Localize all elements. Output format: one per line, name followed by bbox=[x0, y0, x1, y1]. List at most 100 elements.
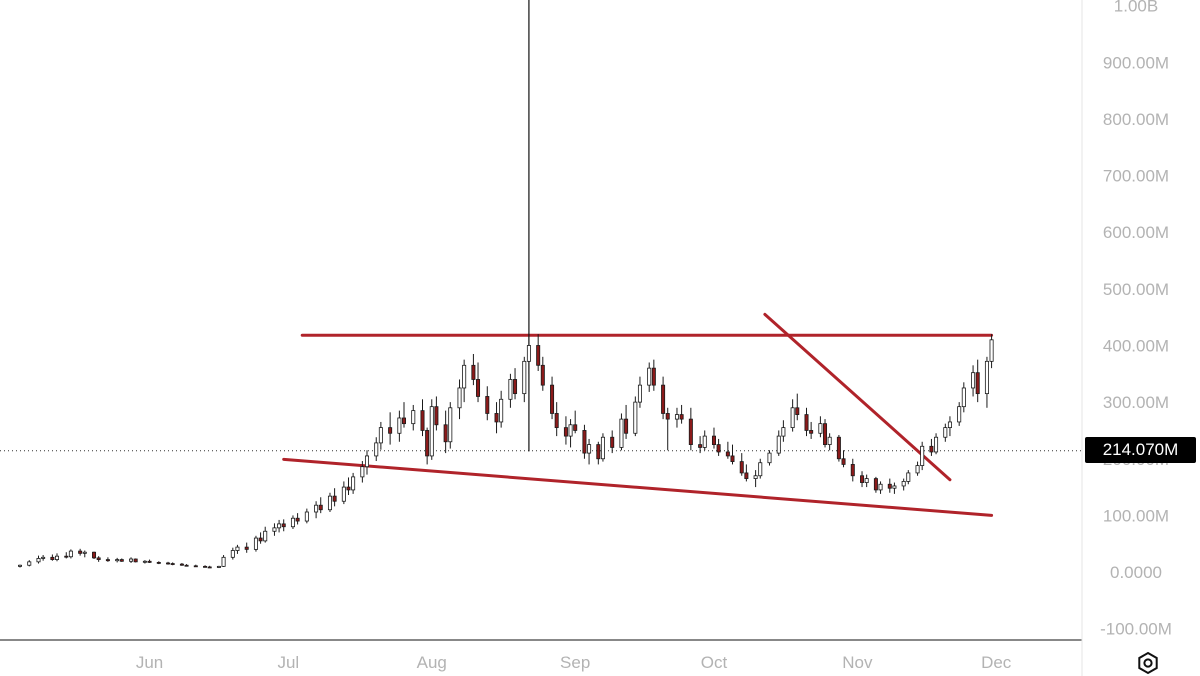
candle-body bbox=[420, 410, 425, 431]
candle-body bbox=[494, 413, 499, 423]
candle-body bbox=[610, 436, 615, 448]
candle-body bbox=[508, 379, 513, 400]
y-tick-label: 300.00M bbox=[1103, 393, 1169, 412]
candle-body bbox=[665, 413, 670, 420]
candle-body bbox=[711, 435, 716, 446]
candle-body bbox=[804, 414, 809, 431]
candle-body bbox=[836, 436, 841, 460]
candle-body bbox=[730, 455, 735, 462]
x-tick-label: Sep bbox=[560, 653, 590, 672]
candle-body bbox=[64, 555, 69, 558]
x-tick-label: Aug bbox=[417, 653, 447, 672]
y-tick-label: 0.0000 bbox=[1110, 563, 1162, 582]
x-tick-label: Jun bbox=[136, 653, 163, 672]
y-tick-label: 1.00B bbox=[1114, 0, 1158, 16]
candle-body bbox=[827, 436, 832, 446]
candle-body bbox=[582, 430, 587, 454]
candle-body bbox=[378, 427, 383, 444]
candle-body bbox=[873, 478, 878, 491]
candle-body bbox=[277, 523, 282, 529]
candle-body bbox=[984, 360, 989, 395]
candle-body bbox=[184, 564, 189, 567]
x-tick-label: Dec bbox=[981, 653, 1012, 672]
candle-body bbox=[637, 384, 642, 403]
candle-body bbox=[68, 550, 73, 558]
x-tick-label: Jul bbox=[277, 653, 299, 672]
y-tick-label: 800.00M bbox=[1103, 110, 1169, 129]
candle-body bbox=[795, 407, 800, 415]
candle-body bbox=[971, 372, 976, 389]
candle-body bbox=[281, 523, 286, 528]
candle-body bbox=[587, 444, 592, 454]
candle-body bbox=[753, 475, 758, 479]
candle-body bbox=[332, 495, 337, 502]
candle-body bbox=[850, 464, 855, 477]
candle-body bbox=[341, 486, 346, 502]
candle-body bbox=[513, 379, 518, 395]
candle-body bbox=[397, 417, 402, 434]
candle-body bbox=[402, 417, 407, 425]
candle-body bbox=[776, 435, 781, 454]
candle-body bbox=[860, 475, 865, 483]
candle-body bbox=[841, 458, 846, 465]
candle-body bbox=[119, 559, 124, 562]
candle-body bbox=[485, 396, 490, 414]
candle-body bbox=[563, 427, 568, 437]
y-tick-label: 700.00M bbox=[1103, 167, 1169, 186]
candle-body bbox=[809, 430, 814, 434]
candle-body bbox=[462, 364, 467, 389]
candle-body bbox=[443, 424, 448, 443]
candle-body bbox=[448, 407, 453, 443]
candle-body bbox=[688, 418, 693, 446]
y-tick-label: 600.00M bbox=[1103, 223, 1169, 242]
candle-body bbox=[818, 423, 823, 434]
candle-body bbox=[92, 551, 97, 559]
candle-body bbox=[975, 372, 980, 395]
y-tick-label: 400.00M bbox=[1103, 336, 1169, 355]
x-tick-label: Nov bbox=[842, 653, 873, 672]
candle-body bbox=[767, 452, 772, 464]
candle-body bbox=[522, 360, 527, 395]
y-tick-label: 100.00M bbox=[1103, 506, 1169, 525]
candle-body bbox=[314, 504, 319, 513]
candle-body bbox=[550, 384, 555, 414]
candle-body bbox=[887, 483, 892, 489]
candle-body bbox=[207, 566, 212, 569]
candle-body bbox=[457, 387, 462, 409]
candle-body bbox=[744, 472, 749, 479]
candle-body bbox=[221, 556, 226, 567]
candle-body bbox=[661, 384, 666, 414]
candle-body bbox=[17, 564, 22, 567]
candle-body bbox=[96, 557, 101, 560]
candle-body bbox=[290, 517, 295, 528]
candle-body bbox=[50, 556, 55, 560]
gear-icon[interactable] bbox=[1136, 651, 1160, 675]
candle-body bbox=[540, 364, 545, 386]
trendline bbox=[763, 312, 952, 482]
candle-body bbox=[554, 413, 559, 429]
candle-body bbox=[647, 367, 652, 386]
candle-body bbox=[823, 423, 828, 446]
candle-body bbox=[864, 478, 869, 483]
candle-body bbox=[170, 563, 175, 565]
trendline bbox=[282, 457, 994, 517]
candle-body bbox=[272, 527, 277, 532]
candle-body bbox=[651, 367, 656, 386]
candle-body bbox=[193, 565, 198, 568]
candle-body bbox=[55, 555, 60, 560]
candle-body bbox=[253, 537, 258, 550]
candle-body bbox=[203, 565, 208, 568]
candle-body bbox=[790, 407, 795, 429]
candle-body bbox=[619, 418, 624, 448]
candle-body bbox=[758, 462, 763, 477]
candle-body bbox=[263, 530, 268, 542]
candle-body bbox=[878, 483, 883, 491]
candle-body bbox=[351, 476, 356, 491]
candle-body bbox=[596, 444, 601, 460]
candle-body bbox=[318, 504, 323, 511]
candle-body bbox=[388, 427, 393, 434]
candle-body bbox=[739, 461, 744, 474]
candle-body bbox=[425, 430, 430, 457]
candle-body bbox=[920, 445, 925, 466]
